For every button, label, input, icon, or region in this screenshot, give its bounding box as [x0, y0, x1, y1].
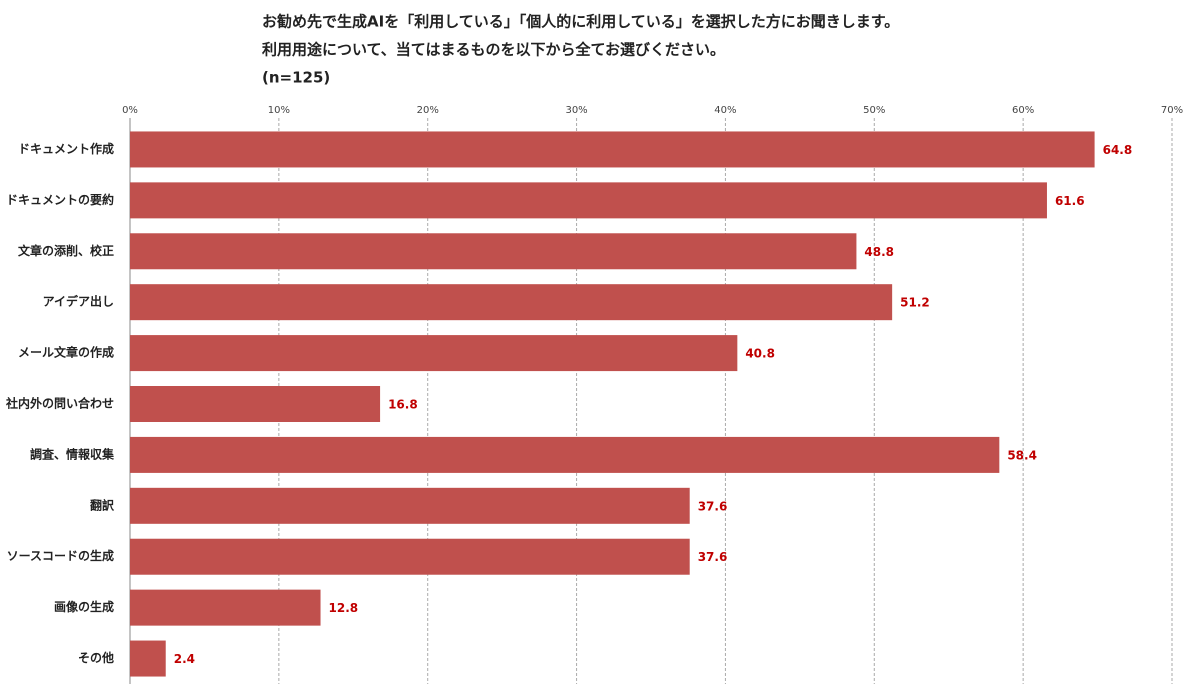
x-tick-label: 30% — [565, 105, 587, 116]
chart-title: 利用用途について、当てはまるものを以下から全てお選びください。 — [262, 41, 725, 59]
chart-title: お勧め先で生成AIを「利用している」「個人的に利用している」を選択した方にお聞き… — [262, 13, 899, 31]
category-label: 翻訳 — [90, 497, 115, 512]
value-label: 61.6 — [1055, 194, 1085, 208]
value-label: 37.6 — [698, 499, 728, 513]
chart-title: (n=125) — [262, 69, 330, 87]
category-label: ドキュメント作成 — [18, 141, 114, 156]
value-label: 37.6 — [698, 550, 728, 564]
x-tick-label: 0% — [122, 105, 138, 116]
value-label: 16.8 — [388, 398, 418, 412]
bar — [130, 640, 166, 677]
x-tick-label: 10% — [268, 105, 290, 116]
x-tick-label: 40% — [714, 105, 736, 116]
value-label: 51.2 — [900, 296, 930, 310]
bar — [130, 487, 690, 524]
x-tick-label: 20% — [417, 105, 439, 116]
bar — [130, 233, 857, 270]
category-label: アイデア出し — [43, 294, 114, 309]
x-tick-label: 70% — [1161, 105, 1183, 116]
bar — [130, 335, 738, 372]
bar — [130, 284, 893, 321]
bar — [130, 436, 1000, 473]
value-label: 40.8 — [745, 347, 775, 361]
bar — [130, 182, 1047, 219]
bar — [130, 589, 321, 626]
category-label: 社内外の問い合わせ — [5, 396, 114, 411]
category-label: 文章の添削、校正 — [18, 243, 114, 258]
category-label: ドキュメントの要約 — [6, 192, 114, 207]
bar — [130, 386, 381, 422]
value-label: 64.8 — [1103, 143, 1133, 157]
category-label: その他 — [78, 650, 114, 665]
value-label: 48.8 — [864, 245, 894, 259]
category-label: 画像の生成 — [54, 599, 114, 614]
category-label: 調査、情報収集 — [30, 446, 115, 461]
x-tick-label: 50% — [863, 105, 885, 116]
value-label: 58.4 — [1007, 448, 1037, 462]
x-tick-label: 60% — [1012, 105, 1034, 116]
category-label: メール文章の作成 — [18, 345, 114, 360]
value-label: 12.8 — [329, 601, 359, 615]
category-label: ソースコードの生成 — [7, 548, 114, 563]
bar — [130, 538, 690, 575]
value-label: 2.4 — [174, 652, 195, 666]
bar — [130, 131, 1095, 168]
